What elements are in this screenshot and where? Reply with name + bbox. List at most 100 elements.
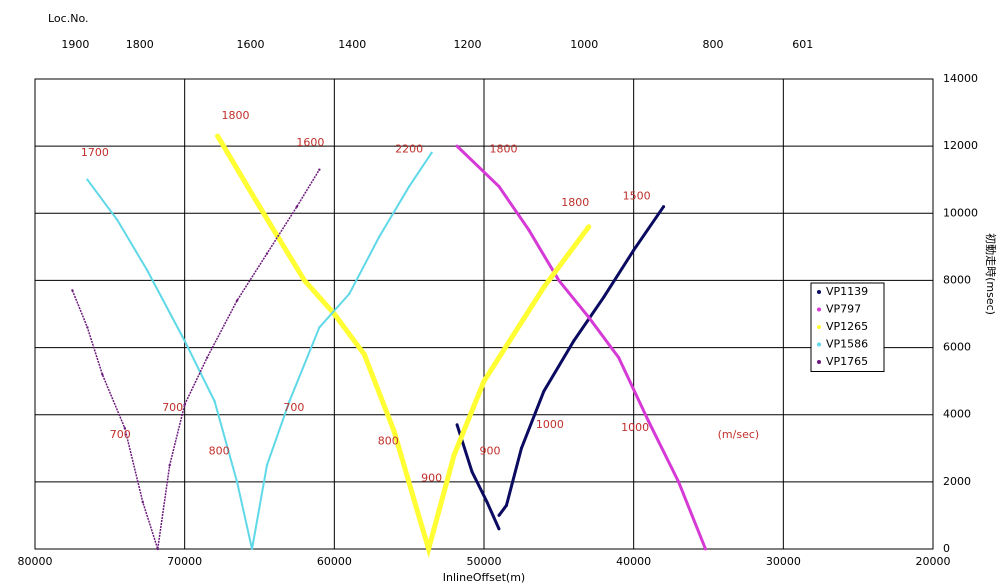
data-point xyxy=(455,144,459,148)
data-point xyxy=(168,463,171,467)
top-tick-label: 1800 xyxy=(126,38,154,51)
annotation: 800 xyxy=(378,435,399,448)
data-point xyxy=(215,133,221,139)
data-point xyxy=(430,151,433,155)
data-point xyxy=(542,389,546,393)
data-point xyxy=(587,315,591,319)
data-point xyxy=(602,295,606,299)
data-point xyxy=(617,356,621,360)
data-point xyxy=(265,463,269,467)
x-tick-label: 40000 xyxy=(616,555,651,568)
data-point xyxy=(677,480,681,484)
annotation: (m/sec) xyxy=(718,428,760,441)
data-point xyxy=(407,185,411,188)
y-tick-label: 8000 xyxy=(943,273,971,286)
data-point xyxy=(378,235,381,238)
data-point xyxy=(235,299,239,302)
annotation: 1600 xyxy=(296,136,324,149)
data-point xyxy=(704,547,708,551)
data-point xyxy=(101,373,104,376)
annotation: 800 xyxy=(209,445,230,458)
legend-label: VP797 xyxy=(826,303,861,316)
data-point xyxy=(146,269,149,272)
data-point xyxy=(288,400,291,403)
data-point xyxy=(451,452,457,458)
data-point xyxy=(426,546,432,552)
data-point xyxy=(141,500,144,504)
data-point xyxy=(662,205,666,209)
legend-label: VP1265 xyxy=(826,320,868,333)
data-point xyxy=(86,326,89,329)
top-axis-title: Loc.No. xyxy=(48,12,88,25)
y-tick-label: 2000 xyxy=(943,475,971,488)
annotation: 700 xyxy=(110,428,131,441)
y-tick-label: 14000 xyxy=(943,72,978,85)
data-point xyxy=(318,168,321,171)
legend-box xyxy=(810,282,885,372)
data-point xyxy=(348,292,351,296)
annotation: 700 xyxy=(162,401,183,414)
data-point xyxy=(455,423,459,427)
annotation: 1800 xyxy=(489,143,517,156)
legend-marker xyxy=(817,307,821,312)
data-point xyxy=(647,419,651,423)
x-tick-label: 80000 xyxy=(18,555,53,568)
data-point xyxy=(295,205,299,208)
legend-label: VP1586 xyxy=(826,338,868,351)
top-tick-label: 1400 xyxy=(338,38,366,51)
top-tick-label: 1900 xyxy=(61,38,89,51)
annotation: 900 xyxy=(479,445,500,458)
y-tick-label: 0 xyxy=(943,542,950,555)
y-tick-label: 12000 xyxy=(943,139,978,152)
data-point xyxy=(519,446,523,450)
data-point xyxy=(86,178,89,181)
legend-label: VP1139 xyxy=(826,285,868,298)
series-line xyxy=(86,152,433,550)
data-point xyxy=(470,470,474,474)
top-tick-label: 601 xyxy=(792,38,813,51)
y-tick-label: 10000 xyxy=(943,206,978,219)
annotation: 1800 xyxy=(222,109,250,122)
legend-label: VP1765 xyxy=(826,355,868,368)
data-point xyxy=(71,289,74,292)
data-point xyxy=(504,503,508,507)
annotation: 2200 xyxy=(395,143,423,156)
annotation: 700 xyxy=(283,401,304,414)
series-line xyxy=(215,134,591,559)
series-line xyxy=(455,205,665,530)
legend-marker xyxy=(817,360,821,364)
data-point xyxy=(572,339,576,343)
data-point xyxy=(213,400,216,403)
data-point xyxy=(557,278,561,282)
data-point xyxy=(527,228,531,232)
y-axis-label: 初動走時(msec) xyxy=(984,233,998,315)
top-tick-label: 800 xyxy=(702,38,723,51)
data-point xyxy=(571,244,577,250)
annotation: 1700 xyxy=(81,146,109,159)
top-tick-label: 1200 xyxy=(454,38,482,51)
data-point xyxy=(391,429,397,434)
x-tick-label: 50000 xyxy=(467,555,502,568)
x-tick-label: 60000 xyxy=(317,555,352,568)
annotation: 1500 xyxy=(623,190,651,203)
legend-marker xyxy=(817,342,821,347)
data-point xyxy=(481,378,487,384)
x-axis-label: InlineOffset(m) xyxy=(443,571,525,584)
annotation: 1800 xyxy=(561,196,589,209)
data-point xyxy=(497,527,501,531)
data-point xyxy=(318,326,321,329)
data-point xyxy=(632,248,636,252)
x-tick-label: 70000 xyxy=(167,555,202,568)
legend-marker xyxy=(817,290,821,294)
x-tick-label: 20000 xyxy=(916,555,951,568)
legend-marker xyxy=(817,325,821,329)
data-point xyxy=(301,277,307,283)
annotation: 1000 xyxy=(621,421,649,434)
data-point xyxy=(361,351,367,357)
data-point xyxy=(156,547,159,551)
y-tick-label: 6000 xyxy=(943,341,971,354)
data-point xyxy=(586,224,592,230)
data-point xyxy=(235,480,239,484)
data-point xyxy=(116,218,119,222)
